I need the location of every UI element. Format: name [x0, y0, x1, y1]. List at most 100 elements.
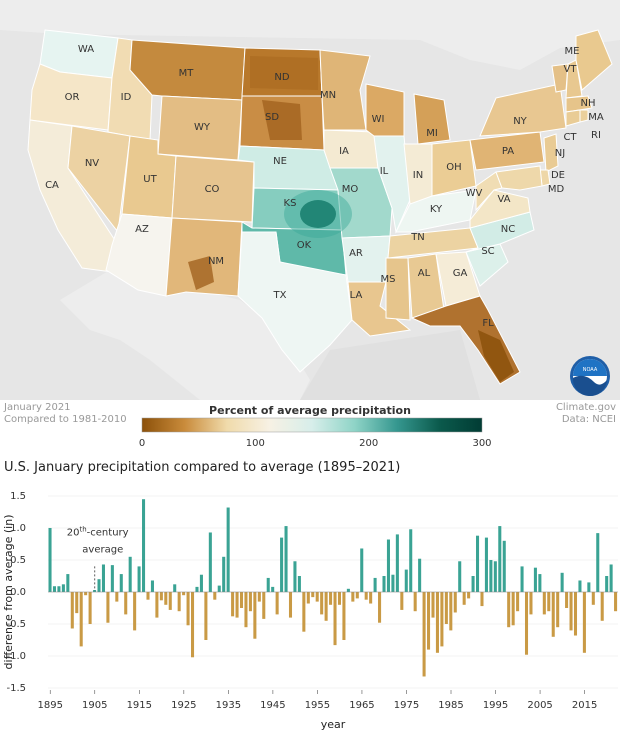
state-label-mo: MO: [342, 184, 359, 195]
x-tick-label: 1975: [394, 700, 419, 711]
state-label-ne: NE: [273, 156, 287, 167]
bar-1972: [391, 574, 395, 592]
state-label-nc: NC: [501, 224, 515, 235]
bar-2019: [600, 592, 604, 621]
bar-1992: [480, 592, 484, 607]
bar-2017: [591, 592, 595, 605]
bar-1921: [164, 592, 168, 605]
bar-1996: [498, 526, 502, 592]
state-label-co: CO: [205, 184, 220, 195]
bar-2016: [587, 582, 591, 592]
annotation-line-1: 20th-century: [67, 526, 129, 539]
bar-1977: [413, 592, 417, 612]
state-label-ms: MS: [381, 274, 396, 285]
bar-1922: [168, 592, 172, 610]
x-tick-label: 1905: [82, 700, 107, 711]
bar-1928: [195, 586, 199, 592]
bar-2010: [560, 572, 564, 592]
state-tx: [237, 231, 353, 373]
bar-1985: [449, 592, 453, 631]
bar-1982: [435, 592, 439, 653]
bar-1924: [177, 592, 181, 612]
x-tick-label: 1925: [171, 700, 196, 711]
x-tick-label: 1965: [349, 700, 374, 711]
bar-1962: [346, 588, 350, 592]
bar-1951: [297, 576, 301, 592]
bar-2011: [565, 592, 569, 608]
bar-1912: [124, 592, 128, 615]
state-nj: [543, 133, 559, 173]
state-nm: [165, 217, 243, 297]
state-label-nh: NH: [581, 98, 596, 109]
state-label-ar: AR: [349, 248, 363, 259]
bar-2006: [542, 592, 546, 615]
bar-1963: [351, 592, 355, 602]
bar-1930: [204, 592, 208, 640]
bar-1929: [199, 574, 203, 592]
state-label-ut: UT: [143, 174, 157, 185]
bar-1897: [57, 586, 61, 592]
state-label-oh: OH: [446, 162, 461, 173]
bar-chart: 1.5 1.0 0.5 0.0 -0.5 -1.0 -1.5 1895 1905 1915 192…: [2, 491, 618, 731]
canada-land: [0, 0, 620, 70]
bar-1965: [360, 548, 364, 592]
bar-1964: [355, 592, 359, 599]
bar-1997: [502, 540, 506, 592]
y-tick-label: -0.5: [6, 619, 26, 630]
bar-1907: [101, 564, 105, 592]
state-label-fl: FL: [482, 318, 494, 329]
bar-1970: [382, 576, 386, 592]
bar-1948: [284, 526, 288, 592]
bar-1973: [395, 534, 399, 592]
bar-1902: [79, 592, 83, 647]
bar-1983: [440, 592, 444, 647]
bar-1909: [110, 565, 114, 592]
bar-1943: [262, 592, 266, 619]
bar-1942: [257, 592, 261, 602]
state-label-az: AZ: [135, 224, 149, 235]
bar-2002: [524, 592, 529, 655]
bar-1993: [484, 537, 488, 592]
state-label-sc: SC: [481, 246, 494, 257]
y-tick-label: 0.0: [10, 587, 26, 598]
bar-1956: [320, 592, 324, 615]
bar-1944: [266, 577, 270, 592]
bar-1945: [271, 586, 275, 592]
state-label-in: IN: [413, 170, 423, 181]
wet-anomaly-ring: [284, 190, 352, 238]
bar-1954: [311, 592, 315, 598]
bar-1940: [248, 592, 252, 612]
bar-1899: [66, 574, 70, 592]
map-source-caption: Climate.gov: [555, 402, 616, 413]
bar-1916: [142, 499, 146, 592]
map-baseline-caption: Compared to 1981-2010: [4, 414, 127, 425]
x-tick-label: 2015: [572, 700, 597, 711]
bar-1950: [293, 561, 297, 592]
state-mi: [413, 93, 451, 145]
state-ma: [565, 95, 593, 113]
state-label-ok: OK: [297, 240, 312, 251]
x-axis-label: year: [321, 718, 346, 731]
x-tick-label: 1945: [260, 700, 285, 711]
state-label-tn: TN: [410, 232, 425, 243]
bar-1947: [280, 537, 284, 592]
bar-1906: [97, 579, 101, 592]
bar-1910: [115, 592, 119, 602]
x-tick-label: 1985: [438, 700, 463, 711]
bar-2003: [529, 592, 533, 615]
state-label-nd: ND: [274, 72, 289, 83]
state-ia: [323, 129, 379, 169]
state-wv: [475, 171, 503, 212]
dry-anomaly-florida: [478, 330, 514, 382]
bar-1925: [182, 592, 186, 596]
bar-1968: [373, 577, 377, 592]
bar-1999: [511, 592, 515, 626]
state-label-nm: NM: [208, 256, 224, 267]
bar-1896: [52, 586, 57, 592]
bar-1995: [493, 561, 497, 592]
bar-1987: [458, 561, 462, 592]
bar-1988: [462, 592, 466, 605]
state-label-sd: SD: [265, 112, 279, 123]
bar-1935: [226, 507, 230, 592]
bar-1938: [239, 592, 244, 608]
